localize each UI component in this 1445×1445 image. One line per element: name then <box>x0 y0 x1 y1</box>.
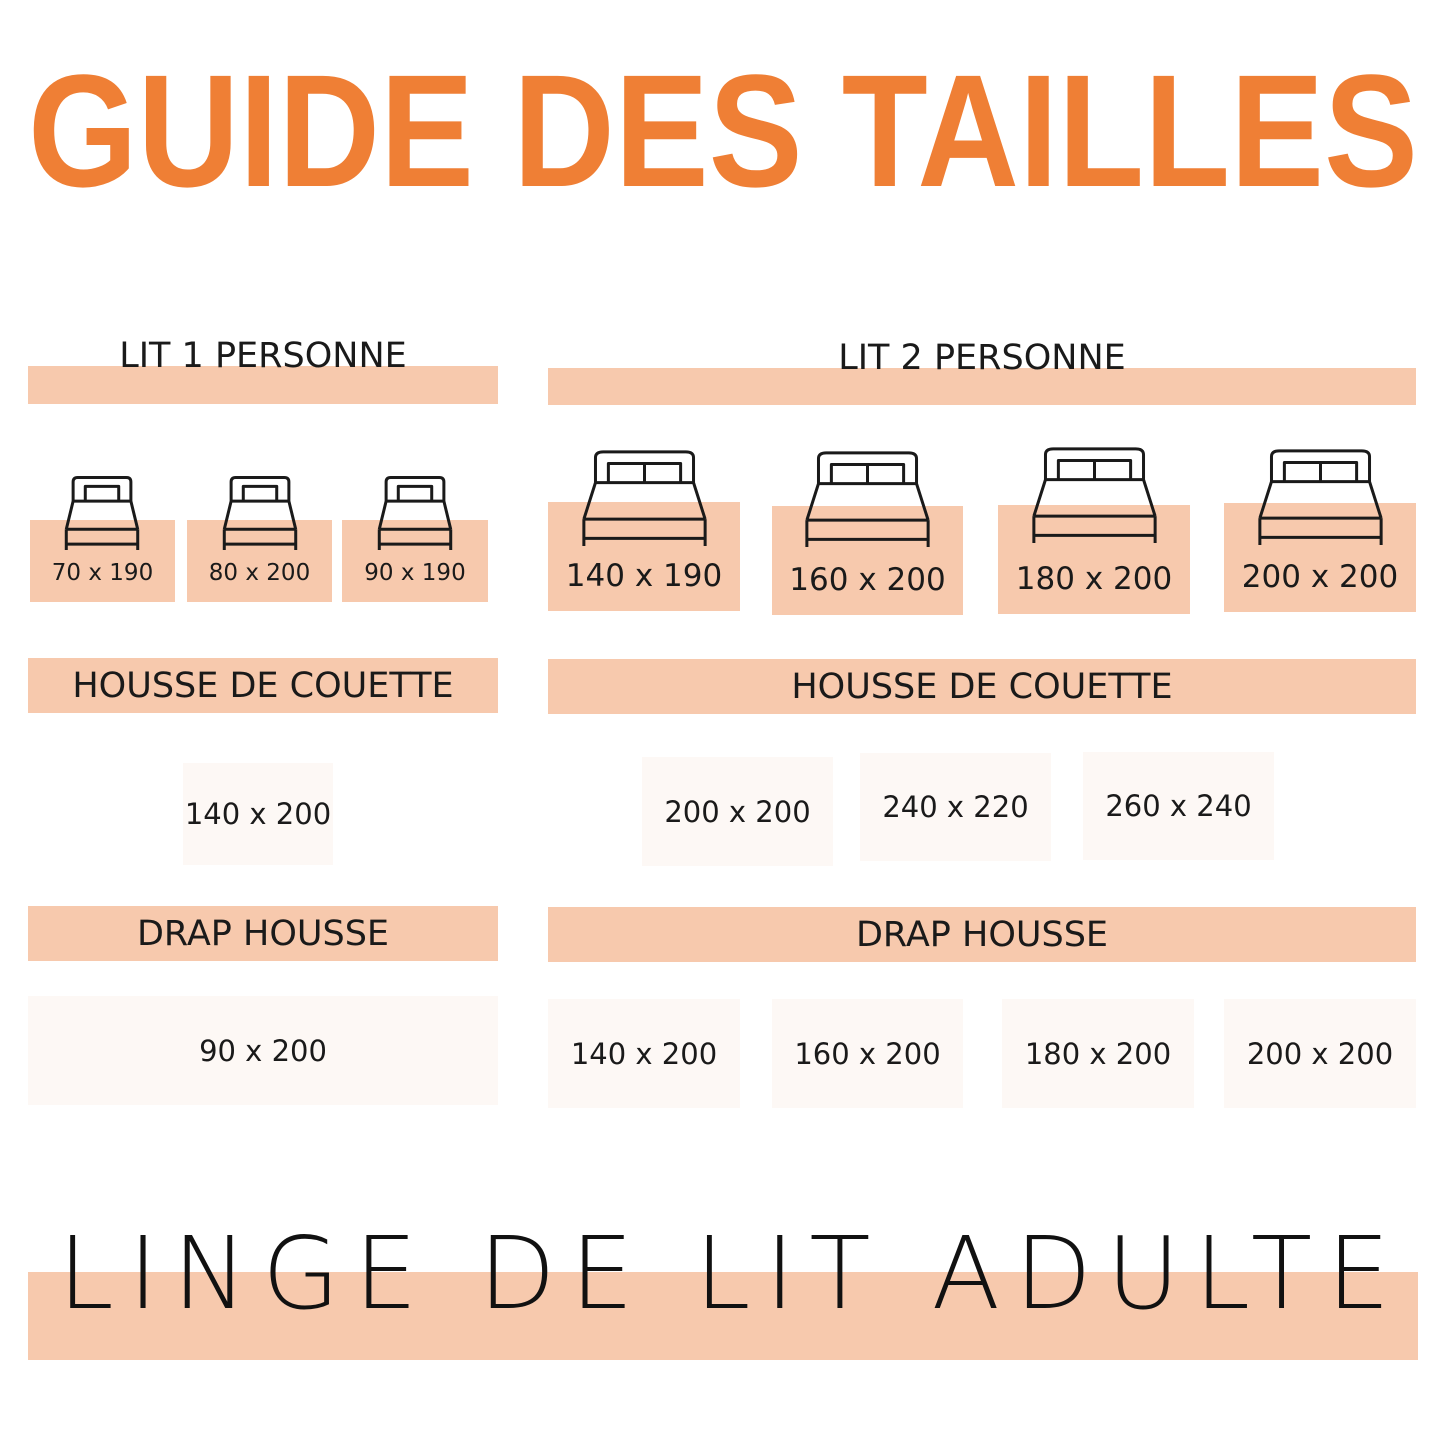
bed-size-label: 80 x 200 <box>208 560 311 586</box>
duvet-size: 140 x 200 <box>183 763 333 865</box>
double-bed-icon <box>1256 449 1385 545</box>
bed-size-card: 140 x 190 <box>548 502 740 611</box>
bed-size-card: 200 x 200 <box>1224 503 1416 612</box>
bed-size-label: 180 x 200 <box>1015 561 1173 597</box>
duvet-size: 200 x 200 <box>642 757 833 866</box>
sheet-size: 180 x 200 <box>1002 999 1194 1108</box>
sheet-size: 90 x 200 <box>28 996 498 1105</box>
bed-size-card: 90 x 190 <box>342 520 488 602</box>
page-title: GUIDE DES TAILLES <box>28 50 1418 210</box>
double-header-band: LIT 2 PERSONNE <box>548 338 1416 405</box>
bed-size-card: 180 x 200 <box>998 505 1190 614</box>
bed-size-card: 80 x 200 <box>187 520 332 602</box>
footer-band <box>28 1272 1418 1360</box>
single-header-band: LIT 1 PERSONNE <box>28 336 498 404</box>
double-header: LIT 2 PERSONNE <box>838 338 1126 378</box>
bed-size-label: 70 x 190 <box>51 560 154 586</box>
double-bed-icon <box>580 450 709 546</box>
page-title-text: GUIDE DES TAILLES <box>28 50 1418 210</box>
bed-size-label: 160 x 200 <box>789 562 946 598</box>
single-duvet-header: HOUSSE DE COUETTE <box>28 658 498 713</box>
duvet-size: 240 x 220 <box>860 753 1051 861</box>
double-sheet-header: DRAP HOUSSE <box>548 907 1416 962</box>
sheet-size: 140 x 200 <box>548 999 740 1108</box>
bed-size-label: 200 x 200 <box>1241 559 1399 595</box>
bed-size-card: 70 x 190 <box>30 520 175 602</box>
sheet-size: 160 x 200 <box>772 999 963 1108</box>
single-sheet-header: DRAP HOUSSE <box>28 906 498 961</box>
double-duvet-header: HOUSSE DE COUETTE <box>548 659 1416 714</box>
bed-size-label: 90 x 190 <box>364 560 466 586</box>
bed-size-label: 140 x 190 <box>565 558 723 594</box>
single-header: LIT 1 PERSONNE <box>119 336 407 376</box>
sheet-size: 200 x 200 <box>1224 999 1416 1108</box>
bed-size-card: 160 x 200 <box>772 506 963 615</box>
footer-title-text: LINGE DE LIT ADULTE <box>58 1220 1390 1320</box>
single-bed-icon <box>64 476 140 550</box>
footer-title: LINGE DE LIT ADULTE <box>58 1220 1390 1320</box>
double-bed-icon <box>803 451 932 547</box>
duvet-size: 260 x 240 <box>1083 752 1274 860</box>
double-bed-icon <box>1030 447 1159 543</box>
single-bed-icon <box>222 476 298 550</box>
single-bed-icon <box>377 476 453 550</box>
